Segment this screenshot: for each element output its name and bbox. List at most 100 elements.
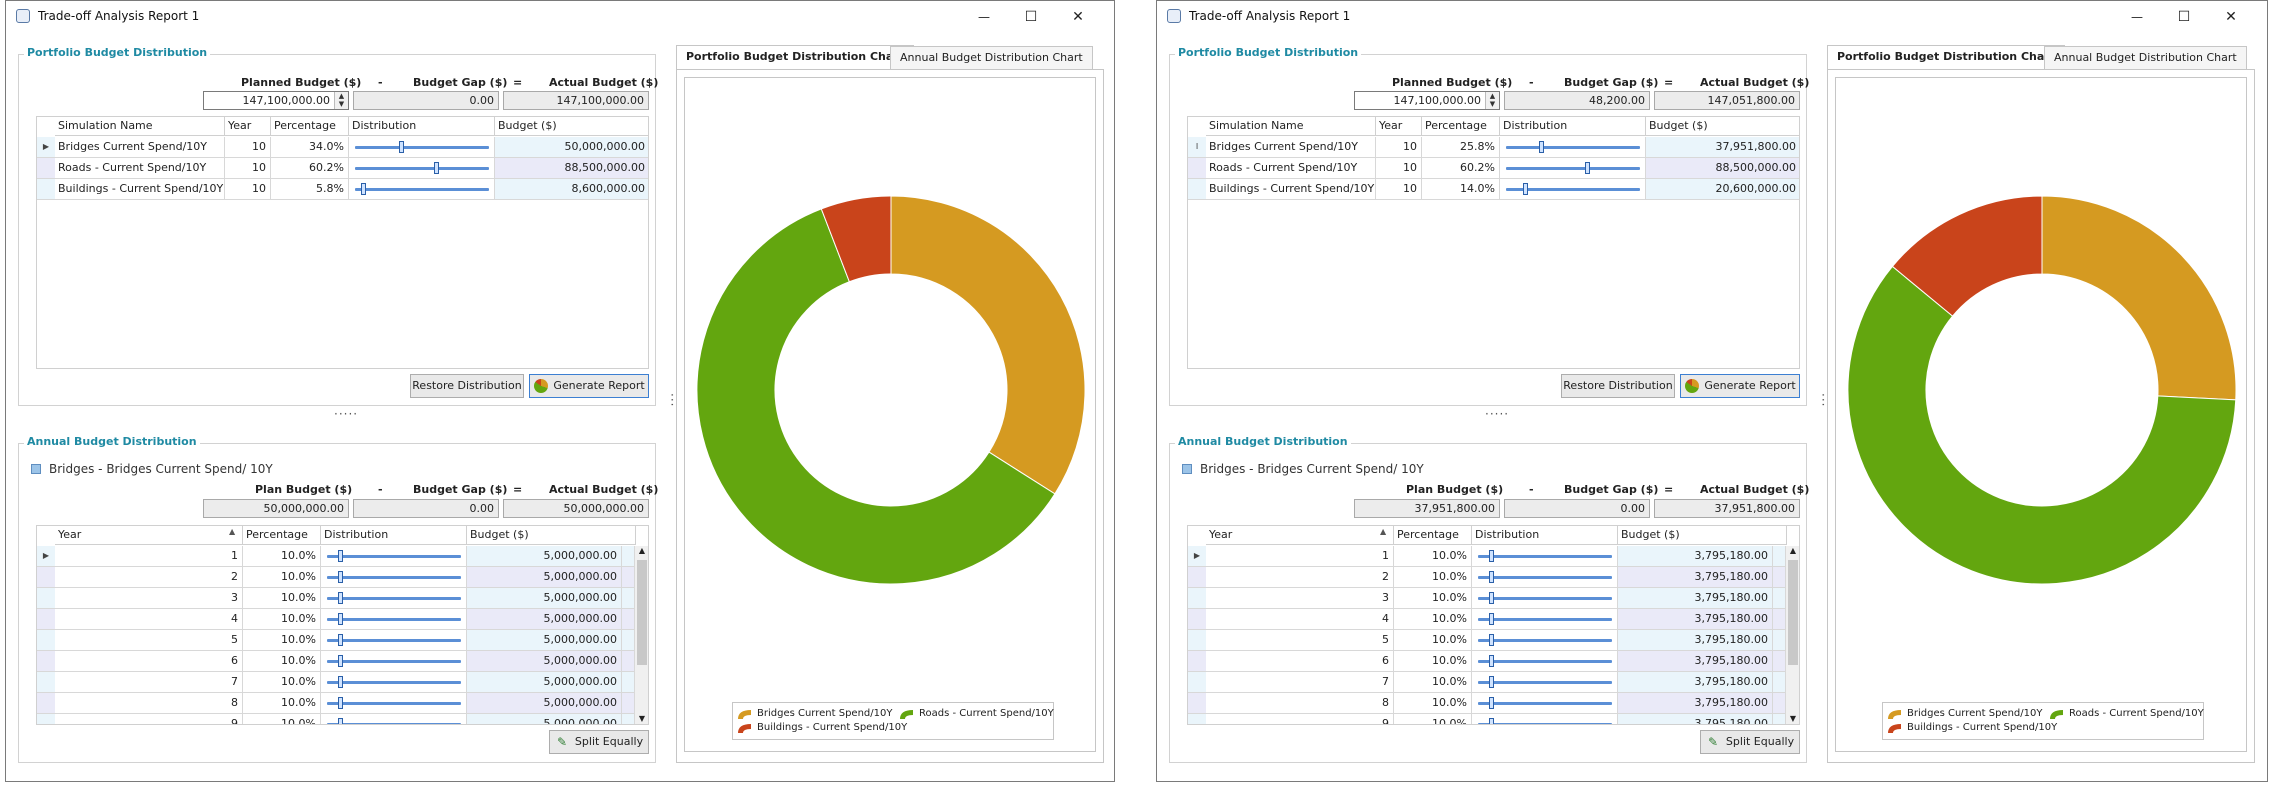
annual-grid[interactable]: Year ▲ Percentage Distribution Budget ($) ▶ 1 1…	[1187, 525, 1800, 725]
distribution-slider[interactable]	[1472, 714, 1618, 724]
distribution-slider[interactable]	[1472, 651, 1618, 671]
tab-portfolio-chart[interactable]: Portfolio Budget Distribution Chart	[676, 45, 914, 69]
table-row[interactable]: 4 10.0% 5,000,000.00	[37, 609, 634, 630]
table-row[interactable]: 2 10.0% 5,000,000.00	[37, 567, 634, 588]
annual-grid[interactable]: Year ▲ Percentage Distribution Budget ($) ▶ 1 1…	[36, 525, 649, 725]
scroll-thumb[interactable]	[637, 560, 647, 665]
column-header[interactable]: Budget ($)	[495, 117, 648, 136]
table-row[interactable]: 9 10.0% 5,000,000.00	[37, 714, 634, 724]
table-row[interactable]: Roads - Current Spend/10Y 10 60.2% 88,500,0…	[37, 158, 648, 179]
scroll-down-icon[interactable]: ▼	[1789, 714, 1797, 723]
slider-thumb[interactable]	[1489, 718, 1494, 724]
distribution-slider[interactable]	[321, 546, 467, 566]
vertical-splitter[interactable]: ···	[1816, 393, 1830, 408]
column-header[interactable]: Simulation Name	[1206, 117, 1376, 136]
table-row[interactable]: 8 10.0% 5,000,000.00	[37, 693, 634, 714]
table-row[interactable]: Buildings - Current Spend/10Y 10 5.8% 8,600…	[37, 179, 648, 200]
slider-thumb[interactable]	[338, 571, 343, 583]
slider-thumb[interactable]	[1489, 634, 1494, 646]
column-header[interactable]: Percentage	[1422, 117, 1500, 136]
annual-grid-scrollbar[interactable]: ▲ ▼	[634, 546, 648, 724]
column-header[interactable]: Budget ($)	[1618, 526, 1787, 545]
slider-thumb[interactable]	[1489, 550, 1494, 562]
slider-thumb[interactable]	[361, 183, 366, 195]
slider-thumb[interactable]	[338, 655, 343, 667]
column-header[interactable]: Year	[55, 526, 243, 545]
distribution-slider[interactable]	[1500, 158, 1646, 178]
slider-thumb[interactable]	[1489, 697, 1494, 709]
table-row[interactable]: Roads - Current Spend/10Y 10 60.2% 88,500,0…	[1188, 158, 1799, 179]
column-header[interactable]: Distribution	[1472, 526, 1618, 545]
simulation-grid[interactable]: Simulation Name Year Percentage Distributio…	[36, 116, 649, 369]
scroll-up-icon[interactable]: ▲	[1789, 546, 1797, 555]
generate-report-button[interactable]: Generate Report	[1680, 374, 1800, 398]
planned-budget-spinner[interactable]: ▲ ▼	[1485, 92, 1499, 109]
table-row[interactable]: 8 10.0% 3,795,180.00	[1188, 693, 1785, 714]
scroll-thumb[interactable]	[1788, 560, 1798, 665]
restore-distribution-button[interactable]: Restore Distribution	[410, 374, 524, 398]
slider-thumb[interactable]	[1489, 655, 1494, 667]
table-row[interactable]: 7 10.0% 3,795,180.00	[1188, 672, 1785, 693]
distribution-slider[interactable]	[349, 179, 495, 199]
distribution-slider[interactable]	[321, 567, 467, 587]
column-header[interactable]: Percentage	[243, 526, 321, 545]
table-row[interactable]: 5 10.0% 3,795,180.00	[1188, 630, 1785, 651]
table-row[interactable]: 5 10.0% 5,000,000.00	[37, 630, 634, 651]
distribution-slider[interactable]	[1472, 672, 1618, 692]
column-header[interactable]: Budget ($)	[1646, 117, 1799, 136]
column-header[interactable]: Distribution	[1500, 117, 1646, 136]
restore-distribution-button[interactable]: Restore Distribution	[1561, 374, 1675, 398]
distribution-slider[interactable]	[1500, 179, 1646, 199]
slider-thumb[interactable]	[338, 550, 343, 562]
slider-thumb[interactable]	[1523, 183, 1528, 195]
distribution-slider[interactable]	[1472, 546, 1618, 566]
slider-thumb[interactable]	[1489, 613, 1494, 625]
table-row[interactable]: 6 10.0% 3,795,180.00	[1188, 651, 1785, 672]
donut-slice-roads[interactable]	[696, 208, 1056, 585]
distribution-slider[interactable]	[321, 714, 467, 724]
donut-slice-roads[interactable]	[1847, 265, 2237, 585]
column-header[interactable]: Percentage	[1394, 526, 1472, 545]
donut-slice-buildings[interactable]	[1891, 195, 2043, 317]
distribution-slider[interactable]	[1472, 567, 1618, 587]
donut-slice-bridges[interactable]	[890, 195, 1086, 495]
distribution-slider[interactable]	[321, 630, 467, 650]
column-header[interactable]: Distribution	[321, 526, 467, 545]
table-row[interactable]: 3 10.0% 3,795,180.00	[1188, 588, 1785, 609]
column-header[interactable]: Year	[1206, 526, 1394, 545]
distribution-slider[interactable]	[321, 672, 467, 692]
column-header[interactable]: Year	[225, 117, 271, 136]
close-button[interactable]: ✕	[1072, 9, 1084, 25]
slider-thumb[interactable]	[434, 162, 439, 174]
distribution-slider[interactable]	[1472, 588, 1618, 608]
planned-budget-input[interactable]: 147,100,000.00 ▲ ▼	[203, 91, 349, 110]
planned-budget-input[interactable]: 147,100,000.00 ▲ ▼	[1354, 91, 1500, 110]
minimize-button[interactable]: —	[978, 10, 990, 24]
column-header[interactable]: Year	[1376, 117, 1422, 136]
distribution-slider[interactable]	[321, 588, 467, 608]
distribution-slider[interactable]	[349, 158, 495, 178]
table-row[interactable]: 9 10.0% 3,795,180.00	[1188, 714, 1785, 724]
slider-thumb[interactable]	[338, 613, 343, 625]
slider-thumb[interactable]	[338, 634, 343, 646]
column-header[interactable]: Budget ($)	[467, 526, 636, 545]
table-row[interactable]: ▶ 1 10.0% 3,795,180.00	[1188, 546, 1785, 567]
scroll-up-icon[interactable]: ▲	[638, 546, 646, 555]
table-row[interactable]: I Bridges Current Spend/10Y 10 25.8% 37,951,…	[1188, 137, 1799, 158]
slider-thumb[interactable]	[399, 141, 404, 153]
distribution-slider[interactable]	[321, 609, 467, 629]
scroll-down-icon[interactable]: ▼	[638, 714, 646, 723]
minimize-button[interactable]: —	[2131, 10, 2143, 24]
distribution-slider[interactable]	[1472, 630, 1618, 650]
slider-thumb[interactable]	[1489, 676, 1494, 688]
table-row[interactable]: 3 10.0% 5,000,000.00	[37, 588, 634, 609]
split-equally-button[interactable]: ✎ Split Equally	[549, 730, 649, 754]
column-header[interactable]: Percentage	[271, 117, 349, 136]
horizontal-splitter[interactable]: ·····	[1485, 407, 1510, 421]
planned-budget-spinner[interactable]: ▲ ▼	[334, 92, 348, 109]
horizontal-splitter[interactable]: ·····	[334, 407, 359, 421]
column-header[interactable]: Distribution	[349, 117, 495, 136]
table-row[interactable]: ▶ Bridges Current Spend/10Y 10 34.0% 50,000,…	[37, 137, 648, 158]
table-row[interactable]: 7 10.0% 5,000,000.00	[37, 672, 634, 693]
slider-thumb[interactable]	[338, 697, 343, 709]
